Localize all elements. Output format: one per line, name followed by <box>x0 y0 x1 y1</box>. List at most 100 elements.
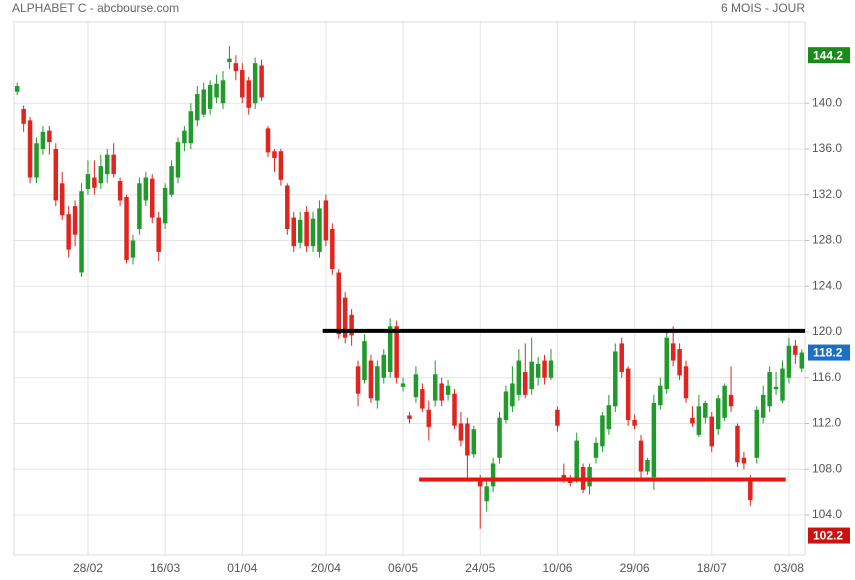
candle-body <box>735 425 740 463</box>
candle-body <box>593 442 599 458</box>
candle-body <box>715 398 721 430</box>
x-tick-label: 28/02 <box>73 561 103 575</box>
candle-body <box>793 345 798 355</box>
candle-body <box>342 297 348 338</box>
candle-body <box>477 480 483 487</box>
candle-body <box>59 183 65 216</box>
candle-body <box>452 393 457 426</box>
candle-body <box>143 177 149 201</box>
candle-body <box>587 466 592 487</box>
candle-body <box>214 83 219 98</box>
candle-body <box>317 208 322 252</box>
y-tick-label: 136.0 <box>812 141 842 155</box>
candle-body <box>741 457 747 464</box>
y-tick-label: 120.0 <box>812 324 842 338</box>
candle-body <box>130 240 136 258</box>
candle-body <box>368 360 374 399</box>
y-tick-label: 108.0 <box>812 461 842 475</box>
y-tick-label: 112.0 <box>812 416 841 430</box>
candle-body <box>285 185 290 230</box>
candle-body <box>465 423 470 456</box>
y-tick-label: 128.0 <box>812 233 842 247</box>
candle-body <box>407 415 412 419</box>
x-tick-label: 10/06 <box>542 561 572 575</box>
candle-body <box>748 478 753 501</box>
candle-body <box>432 374 438 401</box>
candle-body <box>619 343 624 372</box>
candle-body <box>182 130 187 144</box>
x-tick-label: 16/03 <box>150 561 180 575</box>
candle-body <box>799 352 805 369</box>
candle-body <box>696 406 702 435</box>
candle-body <box>137 183 142 230</box>
candle-body <box>613 351 618 407</box>
candle-body <box>632 420 637 426</box>
candle-body <box>169 166 174 195</box>
candle-body <box>497 417 502 458</box>
candle-body <box>722 385 727 418</box>
chart-subtitle: 6 MOIS - JOUR <box>721 1 805 15</box>
candle-body <box>297 219 303 243</box>
candle-body <box>156 217 161 252</box>
candle-body <box>516 360 522 395</box>
price-tag-label: 118.2 <box>813 346 843 360</box>
candle-body <box>220 80 226 104</box>
candle-body <box>150 178 155 218</box>
candle-body <box>503 391 509 421</box>
candle-body <box>117 180 123 201</box>
candle-body <box>233 63 239 72</box>
y-tick-label: 132.0 <box>812 187 842 201</box>
candle-body <box>606 405 612 430</box>
candle-body <box>265 128 271 153</box>
x-tick-label: 06/05 <box>388 561 418 575</box>
candle-body <box>490 463 496 487</box>
candle-body <box>188 111 194 144</box>
candle-body <box>355 366 361 394</box>
candle-body <box>709 416 715 447</box>
x-tick-label: 03/08 <box>774 561 804 575</box>
candle-body <box>664 337 669 390</box>
candle-body <box>394 326 399 378</box>
price-tag <box>808 344 850 361</box>
price-tag <box>808 47 850 64</box>
candle-body <box>336 272 342 335</box>
price-tag <box>808 527 850 544</box>
candle-body <box>227 58 232 63</box>
x-tick-label: 20/04 <box>311 561 341 575</box>
candle-body <box>413 374 419 398</box>
candle-body <box>79 191 84 273</box>
x-tick-label: 29/06 <box>620 561 650 575</box>
candle-body <box>645 460 650 472</box>
candle-body <box>600 415 605 447</box>
candle-body <box>40 131 46 149</box>
candle-body <box>780 368 785 401</box>
candle-body <box>471 429 477 455</box>
candle-body <box>625 368 631 421</box>
candle-body <box>330 229 335 270</box>
candle-body <box>542 360 547 378</box>
candle-body <box>703 402 708 418</box>
y-tick-label: 104.0 <box>812 507 842 521</box>
candle-body <box>98 166 104 184</box>
candle-body <box>754 409 760 458</box>
candle-body <box>683 366 689 399</box>
candle-body <box>786 345 792 378</box>
y-tick-label: 140.0 <box>812 95 842 109</box>
candle-body <box>291 217 296 247</box>
candle-body <box>72 206 78 235</box>
candle-body <box>523 371 528 395</box>
candle-body <box>439 383 444 401</box>
candle-body <box>246 80 251 108</box>
candle-body <box>767 371 772 407</box>
candle-body <box>548 360 554 378</box>
candle-body <box>426 409 432 427</box>
candle-body <box>484 486 489 502</box>
candle-body <box>259 65 264 98</box>
candle-body <box>14 86 20 92</box>
candle-body <box>375 366 380 401</box>
candle-body <box>323 200 329 241</box>
candle-body <box>207 84 213 109</box>
candle-body <box>510 383 515 407</box>
candle-body <box>349 314 354 336</box>
